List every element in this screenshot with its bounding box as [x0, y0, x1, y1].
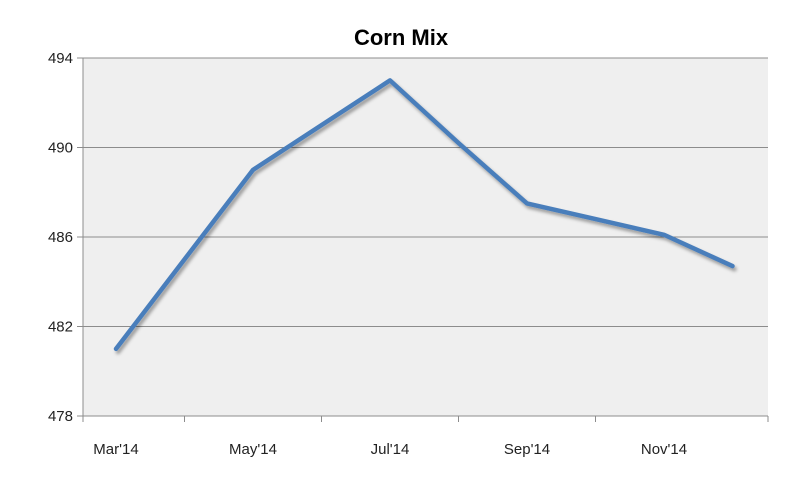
gridlines	[77, 57, 768, 417]
series-line	[113, 78, 735, 352]
x-tick-label: May'14	[229, 441, 277, 458]
x-axis-tick-labels: Mar'14 May'14 Jul'14 Sep'14 Nov'14	[93, 441, 687, 458]
y-tick-label: 490	[48, 140, 73, 157]
x-tick-label: Sep'14	[504, 441, 550, 458]
y-tick-label: 478	[48, 408, 73, 425]
chart-title: Corn Mix	[354, 25, 449, 50]
y-axis-tick-labels: 478 482 486 490 494	[48, 50, 73, 425]
x-tick-label: Nov'14	[641, 441, 687, 458]
series-layer	[113, 78, 735, 352]
x-tick-label: Jul'14	[371, 441, 410, 458]
x-tick-label: Mar'14	[93, 441, 138, 458]
y-tick-label: 482	[48, 319, 73, 336]
y-tick-label: 494	[48, 50, 73, 67]
axes	[82, 58, 769, 422]
y-tick-label: 486	[48, 229, 73, 246]
